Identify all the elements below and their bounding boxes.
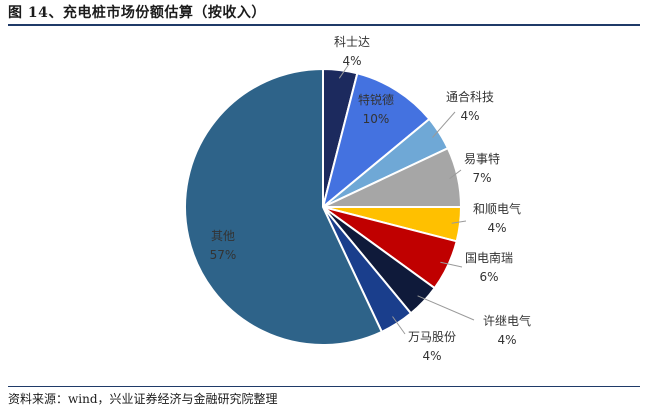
slice-name-label: 其他 bbox=[211, 229, 235, 243]
leader-line bbox=[432, 111, 456, 138]
slice-percent-label: 4% bbox=[342, 54, 361, 68]
slice-percent-label: 10% bbox=[363, 112, 390, 126]
title-rule bbox=[8, 24, 640, 26]
leader-lines bbox=[338, 63, 475, 335]
source-note: 资料来源：wind，兴业证券经济与金融研究院整理 bbox=[8, 392, 278, 406]
slice-percent-label: 6% bbox=[479, 270, 498, 284]
leader-line bbox=[451, 220, 467, 224]
slice-labels: 科士达 4% 特锐德 10% 通合科技 4% 易事特 7% 和顺电气 4% 国电南瑞 6% 许继电气 4%… bbox=[210, 35, 531, 363]
slice-percent-label: 4% bbox=[460, 109, 479, 123]
slice-percent-label: 4% bbox=[487, 221, 506, 235]
leader-line bbox=[338, 63, 350, 79]
slice-name-label: 通合科技 bbox=[446, 89, 494, 104]
slice-name-label: 科士达 bbox=[334, 35, 370, 49]
leader-line bbox=[440, 261, 463, 268]
slice-percent-label: 57% bbox=[210, 248, 237, 262]
pie-slices bbox=[184, 67, 463, 346]
leader-line bbox=[392, 316, 406, 335]
slice-percent-label: 4% bbox=[497, 333, 516, 347]
leader-line bbox=[449, 169, 462, 180]
pie-slice bbox=[321, 72, 431, 210]
slice-name-label: 易事特 bbox=[464, 151, 500, 166]
slice-name-label: 许继电气 bbox=[483, 313, 531, 328]
slice-percent-label: 7% bbox=[472, 171, 491, 185]
slice-percent-label: 4% bbox=[422, 349, 441, 363]
figure-title: 图 14、充电桩市场份额估算（按收入） bbox=[8, 5, 266, 21]
source-rule bbox=[8, 386, 640, 387]
slice-name-label: 万马股份 bbox=[408, 330, 456, 344]
slice-name-label: 和顺电气 bbox=[473, 201, 521, 216]
pie-slice bbox=[184, 67, 384, 346]
slice-name-label: 特锐德 bbox=[358, 92, 394, 107]
leader-line bbox=[417, 295, 475, 321]
slice-name-label: 国电南瑞 bbox=[465, 250, 513, 265]
